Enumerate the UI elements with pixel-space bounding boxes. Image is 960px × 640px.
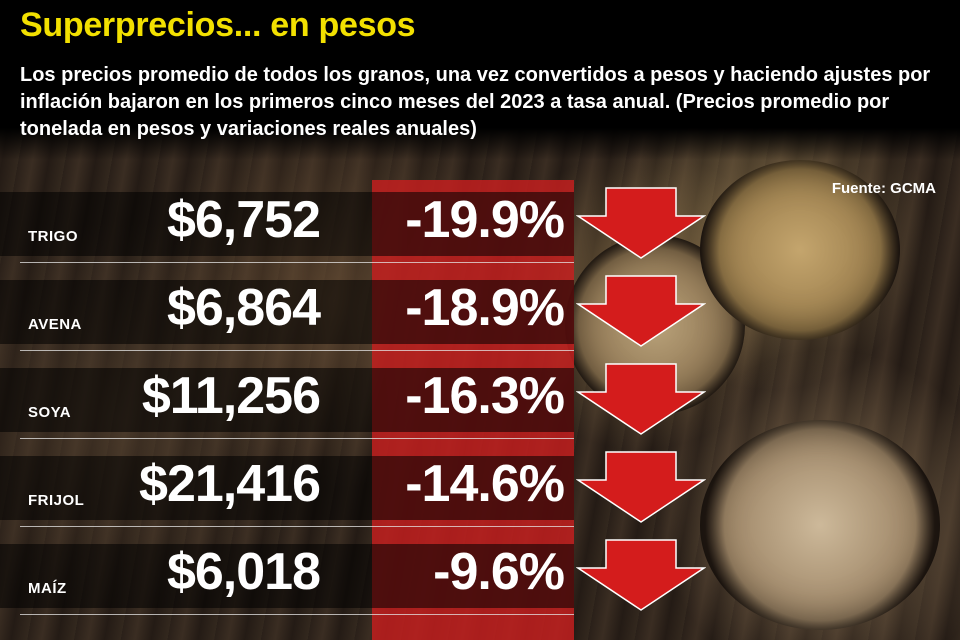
grain-label: SOYA xyxy=(28,404,72,421)
bowl-wheat xyxy=(700,160,900,340)
grain-label: AVENA xyxy=(28,316,82,333)
row-separator xyxy=(20,614,574,615)
price-value: $21,416 xyxy=(139,455,321,513)
change-value: -18.9% xyxy=(405,279,565,337)
down-arrow-shape xyxy=(576,539,706,611)
change-value: -16.3% xyxy=(405,367,565,425)
grain-label: MAÍZ xyxy=(28,580,67,597)
price-value: $6,864 xyxy=(166,279,321,337)
down-arrow-icon xyxy=(576,451,706,523)
down-arrow-icon xyxy=(576,275,706,347)
price-value: $6,018 xyxy=(166,543,321,601)
row-separator xyxy=(20,526,574,527)
table-row xyxy=(0,456,574,520)
row-separator xyxy=(20,350,574,351)
change-value: -14.6% xyxy=(405,455,565,513)
grain-label: FRIJOL xyxy=(28,492,85,509)
price-value: $6,752 xyxy=(166,191,321,249)
table-row xyxy=(0,280,574,344)
down-arrow-shape xyxy=(576,451,706,523)
page-title: Superprecios... en pesos xyxy=(20,6,416,44)
page-subtitle: Los precios promedio de todos los granos… xyxy=(20,64,931,140)
bowl-rice xyxy=(700,420,940,630)
change-value: -9.6% xyxy=(433,543,565,601)
down-arrow-icon xyxy=(576,363,706,435)
price-value: $11,256 xyxy=(141,367,321,425)
down-arrow-shape xyxy=(576,275,706,347)
source-note: Fuente: GCMA xyxy=(831,180,936,197)
header-panel xyxy=(0,0,960,160)
down-arrow-shape xyxy=(576,363,706,435)
table-row xyxy=(0,368,574,432)
down-arrow-icon xyxy=(576,539,706,611)
down-arrow-shape xyxy=(576,187,706,259)
table-row xyxy=(0,544,574,608)
table-row xyxy=(0,192,574,256)
down-arrow-icon xyxy=(576,187,706,259)
row-separator xyxy=(20,438,574,439)
row-separator xyxy=(20,262,574,263)
change-value: -19.9% xyxy=(405,191,565,249)
grain-label: TRIGO xyxy=(28,228,78,245)
